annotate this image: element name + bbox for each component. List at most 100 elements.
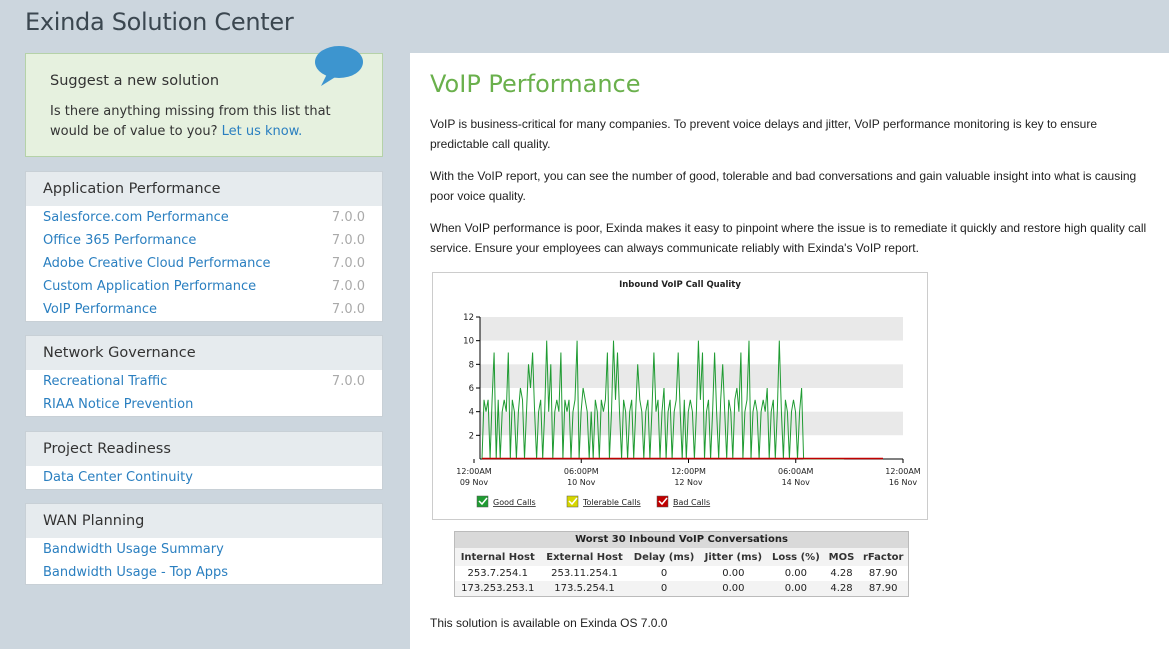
sidebar-item[interactable]: Office 365 Performance 7.0.0 xyxy=(26,229,382,252)
x-tick-label: 10 Nov xyxy=(567,478,596,487)
sidebar-item-link[interactable]: Custom Application Performance xyxy=(43,279,257,294)
app-title: Exinda Solution Center xyxy=(25,8,294,36)
column-header: Loss (%) xyxy=(767,548,825,566)
table-row: 253.7.254.1 253.11.254.1 0 0.00 0.00 4.28 87.9… xyxy=(455,566,908,581)
table-cell: 0 xyxy=(628,581,700,596)
sidebar-item[interactable]: Data Center Continuity xyxy=(26,466,382,489)
table-cell: 173.5.254.1 xyxy=(540,581,629,596)
table-cell: 0.00 xyxy=(722,568,745,579)
sidebar-panel: Application Performance Salesforce.com Pe… xyxy=(25,171,383,322)
x-tick-label: 06:00PM xyxy=(564,467,599,476)
legend-label: Tolerable Calls xyxy=(582,498,641,507)
version-label: 7.0.0 xyxy=(331,302,365,317)
page-title: VoIP Performance xyxy=(430,70,641,98)
sidebar-item-link[interactable]: Recreational Traffic xyxy=(43,374,168,389)
sidebar-item[interactable]: Custom Application Performance 7.0.0 xyxy=(26,275,382,298)
suggest-text: Is there anything missing from this list… xyxy=(50,102,370,142)
panel-header: Network Governance xyxy=(26,336,382,370)
version-label: 7.0.0 xyxy=(331,279,365,294)
legend-swatch xyxy=(656,495,669,508)
voip-chart-svg: Inbound VoIP Call Quality 12 10 8 6 4 2 12:00AM… xyxy=(456,280,921,508)
sidebar-item[interactable]: Salesforce.com Performance 7.0.0 xyxy=(26,206,382,229)
sidebar-item[interactable]: Recreational Traffic 7.0.0 xyxy=(26,370,382,393)
x-tick-label: 12:00PM xyxy=(671,467,706,476)
table-title: Worst 30 Inbound VoIP Conversations xyxy=(455,532,908,548)
voip-chart: Inbound VoIP Call Quality 12 10 8 6 4 2 12:00AM… xyxy=(432,272,928,520)
table-cell: 87.90 xyxy=(868,568,898,579)
sidebar-item[interactable]: Adobe Creative Cloud Performance 7.0.0 xyxy=(26,252,382,275)
y-tick-label: 2 xyxy=(469,431,474,441)
panel-header: Project Readiness xyxy=(26,432,382,466)
chart-title: Inbound VoIP Call Quality xyxy=(619,280,741,290)
grid-band xyxy=(480,411,903,436)
table-cell: 87.90 xyxy=(858,581,908,596)
table-cell: 4.28 xyxy=(830,568,853,579)
column-header: MOS xyxy=(824,548,859,566)
x-tick-label: 16 Nov xyxy=(889,478,918,487)
check-icon xyxy=(478,497,488,506)
sidebar-item[interactable]: RIAA Notice Prevention xyxy=(26,393,382,416)
sidebar-panel: WAN Planning Bandwidth Usage Summary Bandw… xyxy=(25,503,383,585)
grid-band xyxy=(480,340,903,365)
suggest-heading: Suggest a new solution xyxy=(50,73,220,89)
sidebar-item-link[interactable]: Adobe Creative Cloud Performance xyxy=(43,256,271,271)
series-good-calls-line xyxy=(481,340,845,460)
table-cell: 253.11.254.1 xyxy=(551,568,618,579)
legend-label: Good Calls xyxy=(493,498,536,507)
sidebar-panel: Project Readiness Data Center Continuity xyxy=(25,431,383,490)
table-row: 173.253.253.1 173.5.254.1 0 0.00 0.00 4.28 87.… xyxy=(455,581,908,596)
worst-conversations-table: Worst 30 Inbound VoIP Conversations Inte… xyxy=(454,531,909,597)
sidebar-item-link[interactable]: Office 365 Performance xyxy=(43,233,197,248)
column-header: rFactor xyxy=(858,548,908,566)
grid-band xyxy=(480,364,903,388)
version-label: 7.0.0 xyxy=(331,233,365,248)
sidebar-item[interactable]: Bandwidth Usage Summary xyxy=(26,538,382,561)
check-icon xyxy=(658,497,668,506)
panel-header: Application Performance xyxy=(26,172,382,206)
x-tick-label: 14 Nov xyxy=(782,478,811,487)
availability-note: This solution is available on Exinda OS … xyxy=(430,616,668,630)
x-tick-label: 12:00AM xyxy=(456,467,492,476)
y-tick-label: 8 xyxy=(469,360,474,370)
y-tick-label: 10 xyxy=(463,337,474,347)
column-header: External Host xyxy=(540,548,629,566)
report-paragraph: With the VoIP report, you can see the nu… xyxy=(430,169,1137,203)
table-cell: 0.00 xyxy=(699,581,768,596)
column-header: Jitter (ms) xyxy=(699,548,768,566)
table-cell: 0.00 xyxy=(784,568,808,579)
version-label: 7.0.0 xyxy=(331,210,365,225)
sidebar-item-link[interactable]: Data Center Continuity xyxy=(43,470,193,485)
remediate-paragraph: When VoIP performance is poor, Exinda ma… xyxy=(430,221,1147,255)
column-header: Delay (ms) xyxy=(628,548,700,566)
sidebar-item-link[interactable]: Salesforce.com Performance xyxy=(43,210,229,225)
sidebar-panel: Network Governance Recreational Traffic 7.… xyxy=(25,335,383,417)
grid-band xyxy=(480,317,903,341)
panel-header: WAN Planning xyxy=(26,504,382,538)
sidebar-item-link[interactable]: RIAA Notice Prevention xyxy=(43,397,194,412)
x-tick-label: 12:00AM xyxy=(885,467,921,476)
legend-swatch xyxy=(476,495,489,508)
table-cell: 0 xyxy=(660,568,668,579)
x-tick-label: 12 Nov xyxy=(674,478,703,487)
table-cell: 173.253.253.1 xyxy=(455,581,541,596)
sidebar-item-link[interactable]: Bandwidth Usage - Top Apps xyxy=(43,565,229,580)
sidebar-item-link[interactable]: VoIP Performance xyxy=(43,302,158,317)
table-cell: 253.7.254.1 xyxy=(467,568,528,579)
speech-bubble-icon xyxy=(315,46,363,86)
suggest-box: Suggest a new solution Is there anything… xyxy=(25,46,383,157)
y-tick-label: 6 xyxy=(469,384,474,394)
table-cell: 4.28 xyxy=(824,581,859,596)
sidebar-item-link[interactable]: Bandwidth Usage Summary xyxy=(43,542,224,557)
x-tick-label: 09 Nov xyxy=(460,478,489,487)
y-tick-label: 12 xyxy=(463,313,474,323)
sidebar-item[interactable]: Bandwidth Usage - Top Apps xyxy=(26,561,382,584)
let-us-know-link[interactable]: Let us know. xyxy=(221,124,303,139)
x-tick-label: 06:00AM xyxy=(778,467,814,476)
suggest-body: Is there anything missing from this list… xyxy=(50,104,331,139)
sidebar-item[interactable]: VoIP Performance 7.0.0 xyxy=(26,298,382,321)
column-header: Internal Host xyxy=(455,548,541,566)
check-icon xyxy=(568,497,578,506)
main-content: VoIP Performance VoIP is business-critic… xyxy=(410,53,1169,649)
legend-label: Bad Calls xyxy=(673,498,710,507)
table-cell: 0.00 xyxy=(767,581,825,596)
